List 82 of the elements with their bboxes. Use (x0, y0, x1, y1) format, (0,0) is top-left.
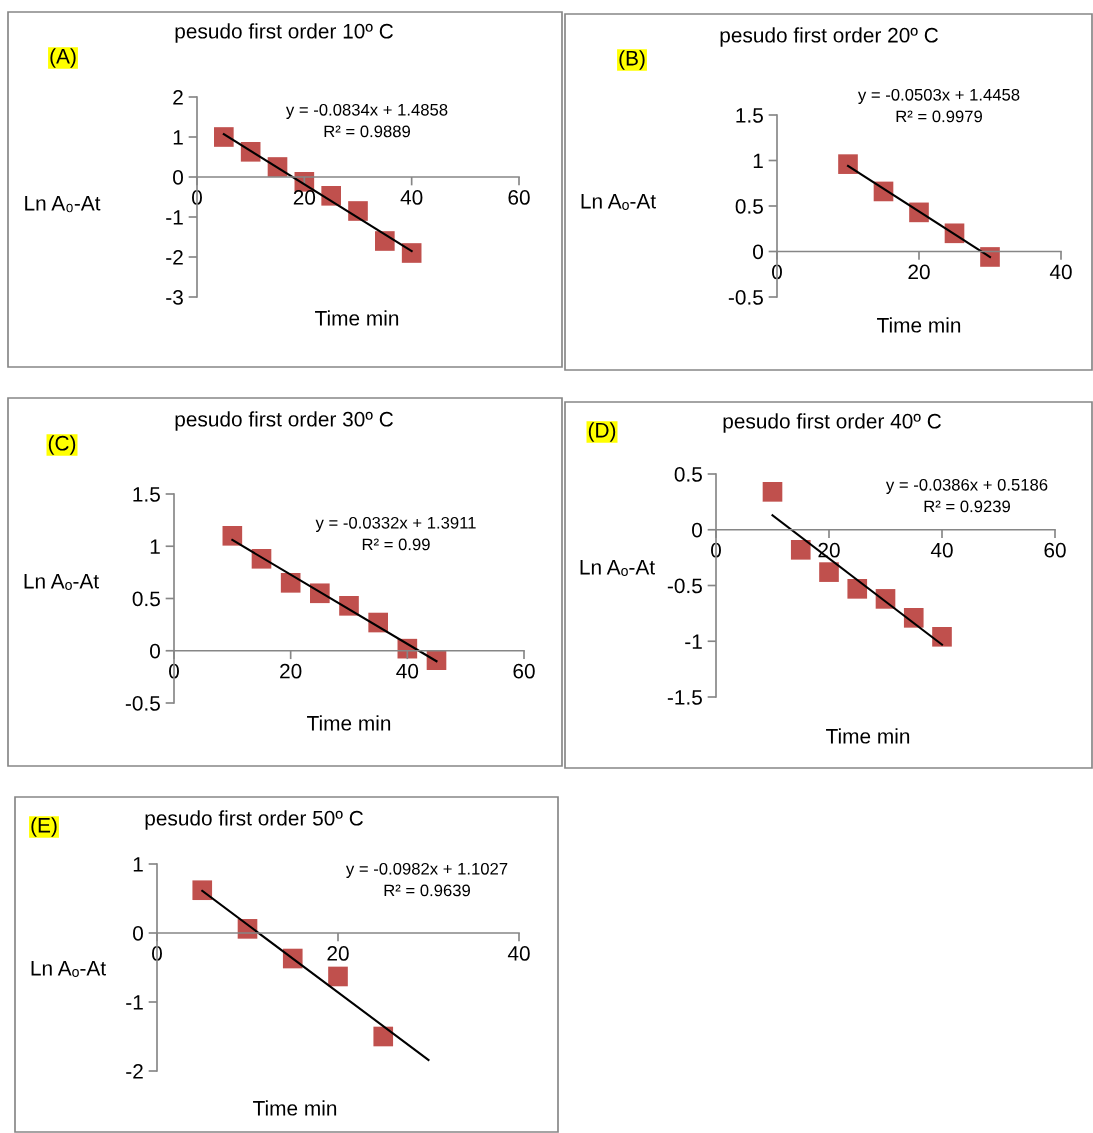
y-tick-label: 0.5 (735, 199, 763, 214)
y-tick-label: 0.5 (674, 467, 702, 482)
annotation: y = -0.0386x + 0.5186 R² = 0.9239 (885, 478, 1048, 513)
y-tick-label: -2 (166, 250, 183, 265)
y-tick-label: -1 (126, 995, 143, 1010)
point (375, 231, 395, 251)
point (980, 247, 1000, 267)
y-tick-label: -3 (166, 290, 183, 305)
y-tick-label: 0 (692, 522, 702, 538)
annotation: y = -0.0332x + 1.3911 R² = 0.99 (315, 516, 476, 551)
point (790, 540, 811, 560)
y-tick-label: 1 (150, 539, 160, 554)
x-tick-label: 20 (293, 190, 316, 205)
y-axis-title: Ln Aₒ-At (581, 194, 656, 210)
x-tick-label: 40 (400, 190, 423, 205)
y-tick-label: -0.5 (728, 290, 763, 305)
y-tick-label: 0 (753, 244, 763, 260)
x-tick-label: 0 (772, 264, 782, 280)
x-tick-label: 60 (508, 190, 530, 205)
text: (D) (588, 422, 616, 442)
y-tick-label: -1 (166, 210, 183, 225)
y-tick-label: 1 (133, 857, 143, 872)
chart-title: pesudo first order 50º C (145, 810, 363, 830)
text: (C) (48, 435, 76, 455)
y-tick-label: 0 (133, 926, 143, 941)
point (819, 562, 839, 582)
annotation: y = -0.0982x + 1.1027 R² = 0.9639 (345, 862, 508, 897)
chart-title: pesudo first order 30º C (175, 411, 393, 431)
x-tick-label: 40 (930, 542, 953, 558)
point (847, 579, 868, 599)
annotation: y = -0.0503x + 1.4458 R² = 0.9979 (857, 88, 1020, 123)
x-axis-title: Time min (253, 1100, 337, 1116)
x-tick-label: 0 (192, 190, 202, 205)
x-axis-title: Time min (307, 715, 391, 731)
y-axis-title: Ln Aₒ-At (580, 560, 655, 576)
y-tick-label: 0 (173, 170, 183, 185)
y-tick-label: 1 (173, 130, 183, 145)
y-axis-title: Ln Aₒ-At (31, 961, 106, 977)
point (280, 573, 301, 593)
x-tick-label: 40 (396, 663, 419, 679)
y-tick-label: 1.5 (736, 108, 763, 123)
y-tick-label: -0.5 (667, 578, 702, 594)
x-tick-label: 20 (280, 663, 302, 679)
y-tick-label: 1.5 (133, 487, 160, 502)
x-axis-title: Time min (315, 310, 399, 326)
y-tick-label: 2 (173, 90, 183, 105)
point (222, 525, 243, 546)
y-tick-label: 0 (150, 643, 160, 659)
chart-title: pesudo first order 40º C (723, 413, 941, 433)
x-tick-label: 40 (1049, 264, 1072, 280)
y-tick-label: -1.5 (667, 690, 702, 705)
x-tick-label: 60 (1044, 542, 1066, 558)
x-tick-label: 20 (818, 542, 840, 558)
y-tick-label: -2 (126, 1064, 143, 1079)
y-axis-title: Ln Aₒ-At (24, 574, 99, 590)
text: (B) (619, 50, 645, 70)
chart-title: pesudo first order 20º C (720, 27, 938, 47)
x-tick-label: 0 (711, 542, 721, 558)
text: (A) (50, 48, 76, 68)
point (932, 626, 952, 647)
point (373, 1026, 394, 1047)
y-tick-label: -0.5 (125, 696, 160, 711)
x-tick-label: 40 (507, 946, 530, 961)
x-axis-title: Time min (877, 317, 961, 333)
x-tick-label: 20 (908, 264, 930, 280)
annotation: y = -0.0834x + 1.4858 R² = 0.9889 (285, 103, 448, 138)
point (401, 243, 422, 263)
chart-title: pesudo first order 10º C (175, 23, 393, 43)
point (762, 482, 783, 502)
y-axis-title: Ln A₀-At (25, 196, 101, 213)
x-tick-label: 20 (327, 946, 349, 961)
point (214, 127, 234, 147)
x-axis-title: Time min (826, 728, 910, 744)
y-tick-label: 0.5 (132, 591, 160, 607)
text: (E) (31, 817, 57, 837)
x-tick-label: 60 (513, 663, 535, 679)
y-tick-label: 1 (753, 153, 763, 169)
point (192, 880, 213, 901)
point (838, 154, 858, 174)
y-tick-label: -1 (685, 634, 702, 649)
point (328, 966, 348, 987)
point (348, 201, 368, 221)
